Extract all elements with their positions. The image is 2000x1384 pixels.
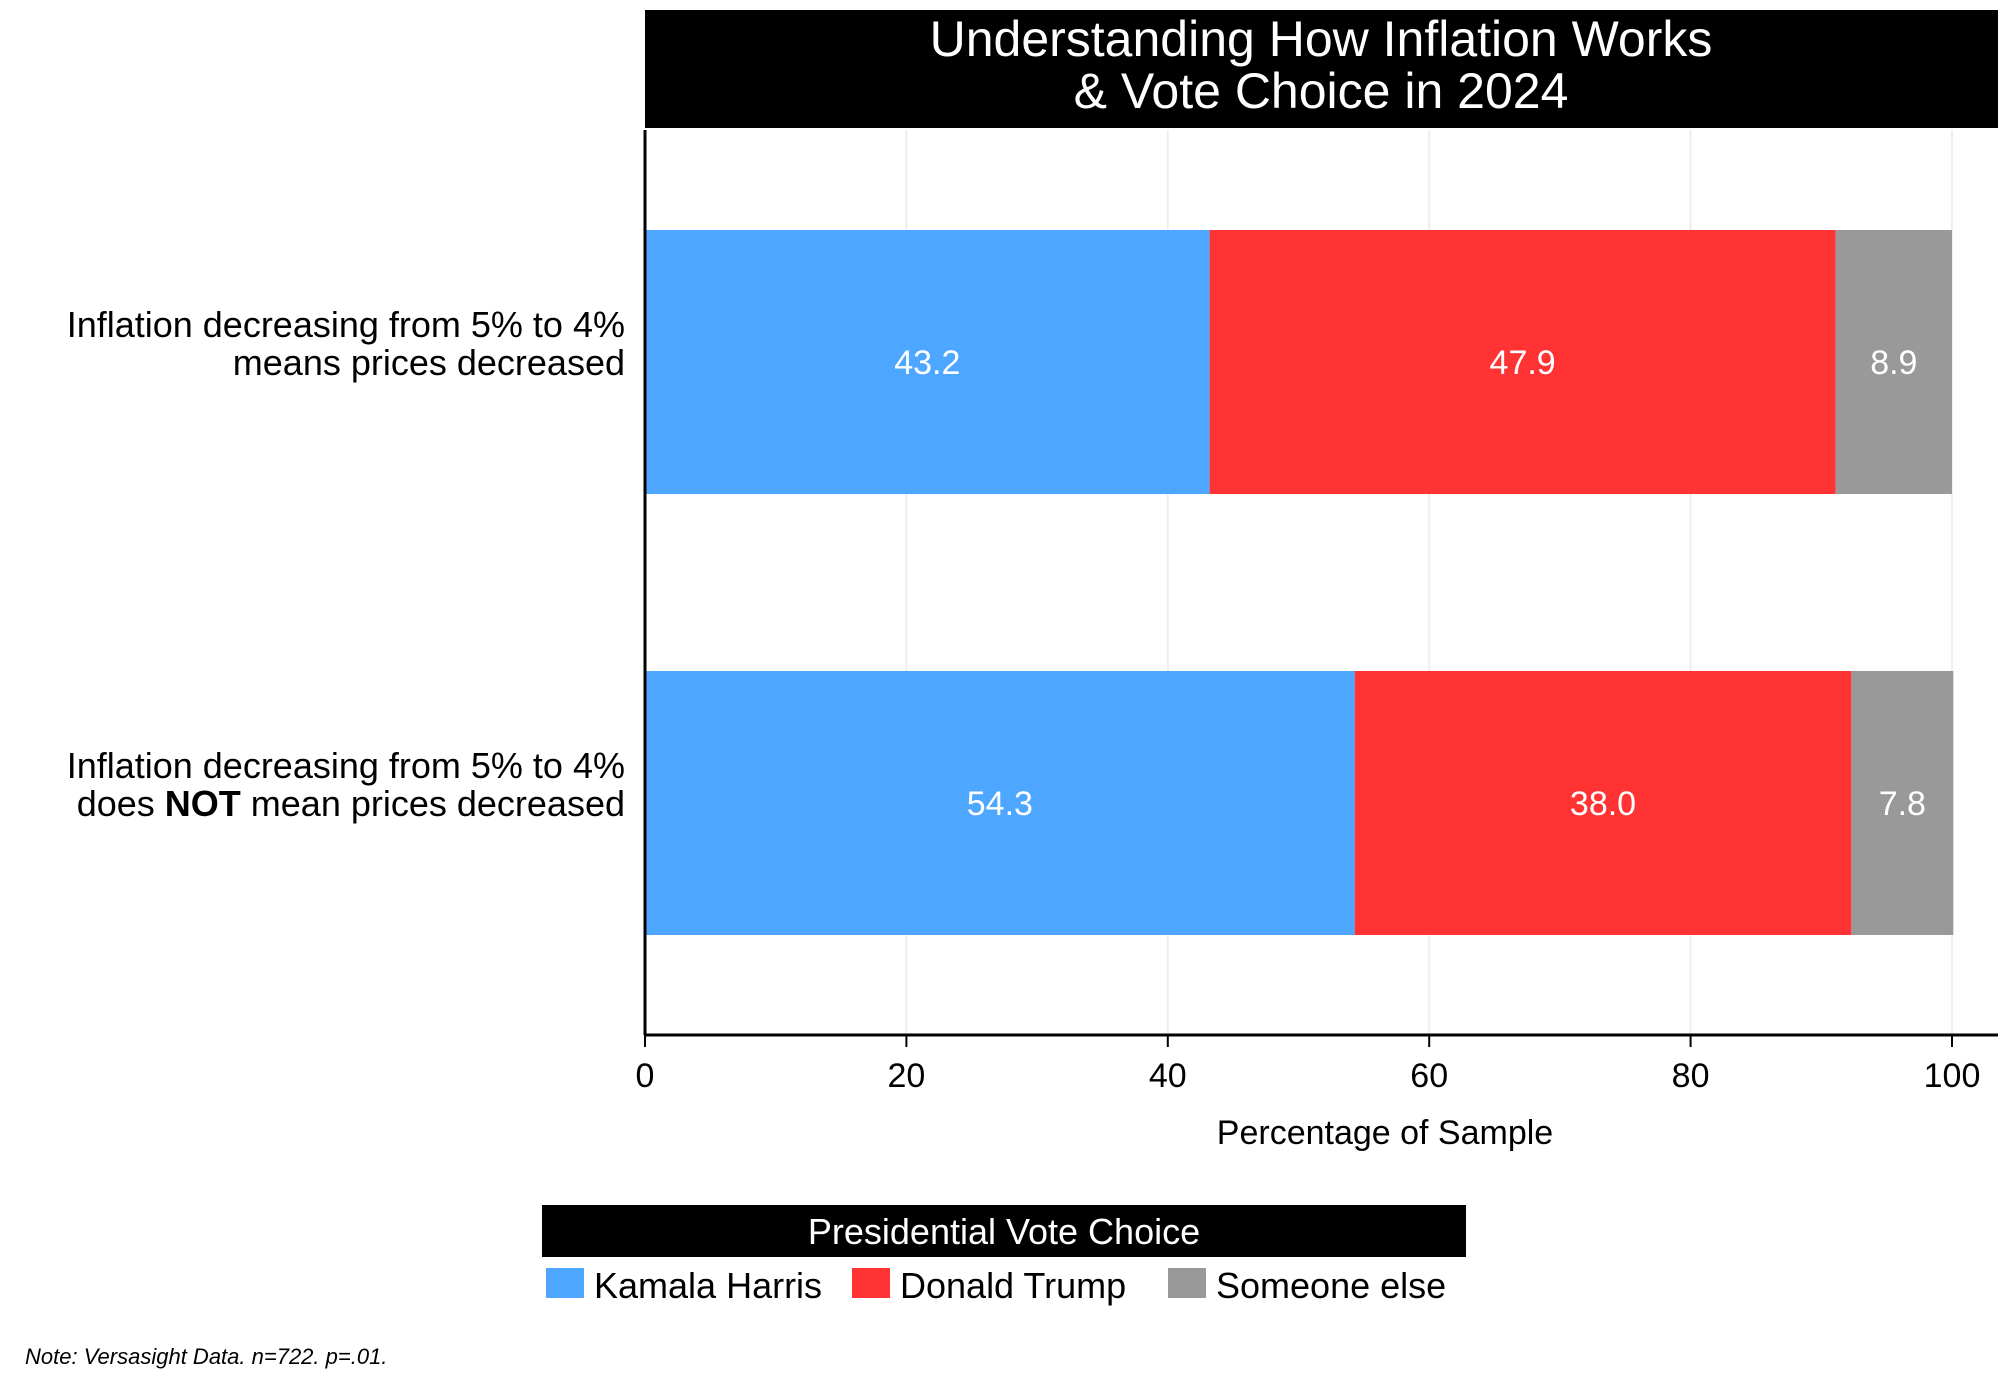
category-label: Inflation decreasing from 5% to 4%	[67, 304, 625, 345]
value-label: 7.8	[1879, 785, 1926, 823]
x-tick-label: 20	[887, 1057, 925, 1095]
legend: Presidential Vote Choice Kamala Harris Don…	[542, 1205, 1466, 1306]
legend-label: Kamala Harris	[594, 1265, 822, 1306]
x-tick-label: 0	[636, 1057, 655, 1095]
legend-label: Donald Trump	[900, 1265, 1126, 1306]
value-label: 47.9	[1490, 344, 1556, 382]
legend-swatch	[1168, 1268, 1206, 1298]
title-line: & Vote Choice in 2024	[1074, 63, 1569, 119]
x-tick-label: 80	[1672, 1057, 1710, 1095]
bar-segment	[1835, 230, 1952, 494]
bar-segment	[1851, 671, 1954, 935]
axes: 0 20 40 60 80 100 Percentage of Sample	[636, 130, 1998, 1152]
x-tick-label: 40	[1149, 1057, 1187, 1095]
legend-title-background	[542, 1205, 1466, 1257]
note-text: Note: Versasight Data. n=722. p=.01.	[25, 1344, 387, 1369]
value-label: 54.3	[967, 785, 1033, 823]
bars: 43.2 47.9 8.9 Inflation decreasing from 5% …	[67, 230, 1954, 935]
legend-label: Someone else	[1216, 1265, 1446, 1306]
bar-segment	[645, 671, 1355, 935]
category-label: does NOT mean prices decreased	[77, 783, 625, 824]
x-tick-label: 100	[1924, 1057, 1981, 1095]
x-axis-title: Percentage of Sample	[1217, 1114, 1553, 1152]
note: Note: Versasight Data. n=722. p=.01.	[25, 1344, 387, 1369]
x-tick-label: 60	[1410, 1057, 1448, 1095]
title-line: Understanding How Inflation Works	[930, 11, 1713, 67]
bar-segment	[1209, 230, 1836, 494]
value-label: 8.9	[1870, 344, 1917, 382]
legend-swatch	[546, 1268, 584, 1298]
chart-title: Understanding How Inflation Works& Vote …	[645, 10, 1998, 128]
value-label: 43.2	[894, 344, 960, 382]
title-background	[645, 10, 1998, 128]
value-label: 38.0	[1570, 785, 1636, 823]
legend-title: Presidential Vote Choice	[808, 1211, 1200, 1252]
legend-swatch	[852, 1268, 890, 1298]
bar-segment	[1354, 671, 1852, 935]
category-label: Inflation decreasing from 5% to 4%	[67, 745, 625, 786]
bar-segment	[645, 230, 1210, 494]
category-label: means prices decreased	[233, 342, 625, 383]
